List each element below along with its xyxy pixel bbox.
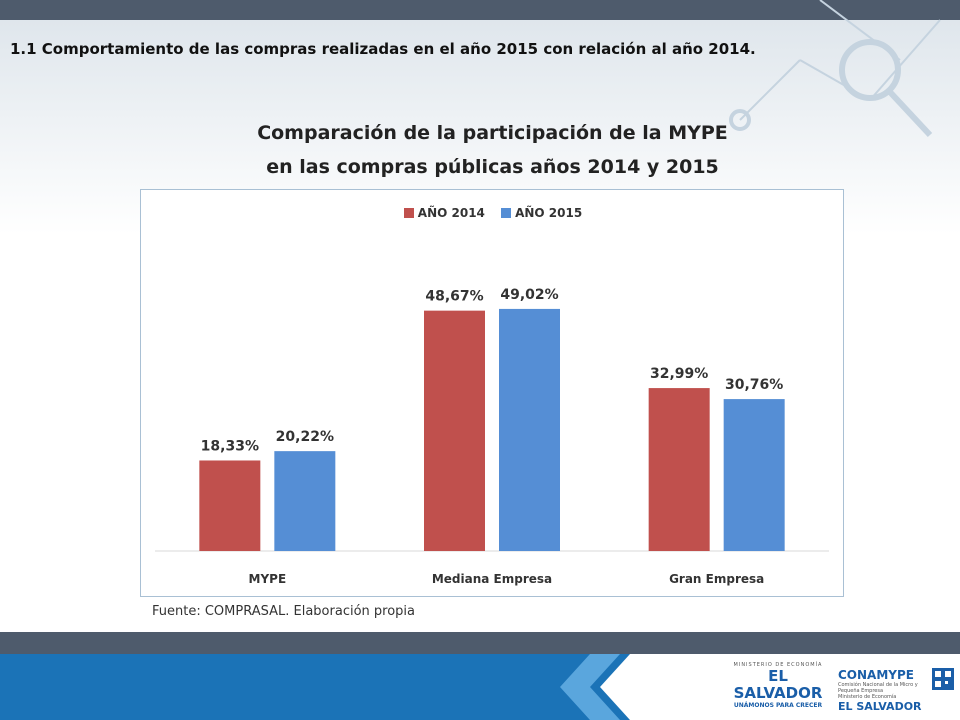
slide-heading: 1.1 Comportamiento de las compras realiz… xyxy=(10,40,756,58)
legend-swatch-2014 xyxy=(403,208,414,218)
data-label-mediana-empresa-a-o-2014: 48,67% xyxy=(425,289,483,305)
data-label-mype-a-o-2015: 20,22% xyxy=(276,429,334,445)
data-label-gran-empresa-a-o-2014: 32,99% xyxy=(650,366,708,382)
chevron-decoration-icon xyxy=(560,654,700,720)
bar-mediana-empresa-a-o-2014 xyxy=(424,310,485,551)
legend-item-2015: AÑO 2015 xyxy=(501,206,582,220)
source-note: Fuente: COMPRASAL. Elaboración propia xyxy=(152,604,415,619)
conamype-logo: CONAMYPE Comisión Nacional de la Micro y… xyxy=(838,668,938,713)
chart-legend: AÑO 2014 AÑO 2015 xyxy=(141,206,845,221)
el-salvador-logo: MINISTERIO DE ECONOMÍA EL SALVADOR UNÁMO… xyxy=(722,662,834,709)
legend-label-2015: AÑO 2015 xyxy=(515,206,583,220)
x-tick-label-gran-empresa: Gran Empresa xyxy=(669,572,764,586)
magnifier-decoration-icon xyxy=(729,0,941,138)
el-salvador-logo-name: EL SALVADOR xyxy=(733,667,823,702)
conamype-logo-name: CONAMYPE xyxy=(838,668,914,682)
data-label-mype-a-o-2014: 18,33% xyxy=(201,438,259,454)
bar-chart-svg: 18,33% 20,22% MYPE 48,67% 49,02% Mediana Empr… xyxy=(155,287,829,586)
legend-swatch-2015 xyxy=(501,208,512,218)
bar-mype-a-o-2015 xyxy=(274,451,336,551)
x-tick-label-mediana-empresa: Mediana Empresa xyxy=(432,572,552,586)
conamype-logo-ministry: Ministerio de Economía xyxy=(838,694,897,700)
conamype-logo-sub: Comisión Nacional de la Micro y Pequeña … xyxy=(838,682,918,694)
conamype-logo-country: EL SALVADOR xyxy=(838,700,922,713)
el-salvador-logo-ministry: MINISTERIO DE ECONOMÍA xyxy=(733,662,823,668)
conamype-emblem-icon xyxy=(932,668,954,690)
chart-plot-area: AÑO 2014 AÑO 2015 18,33% 20,22% MYPE 48,67%… xyxy=(140,189,844,597)
chart-title-line-2: en las compras públicas años 2014 y 2015 xyxy=(266,156,719,178)
bar-mype-a-o-2014 xyxy=(199,460,261,551)
top-bar xyxy=(0,0,960,20)
legend-label-2014: AÑO 2014 xyxy=(417,206,485,220)
bottom-strip xyxy=(0,632,960,654)
chart-title: Comparación de la participación de la MY… xyxy=(140,116,845,184)
el-salvador-logo-tagline: UNÁMONOS PARA CRECER xyxy=(733,702,823,709)
bar-gran-empresa-a-o-2015 xyxy=(723,399,785,551)
bar-mediana-empresa-a-o-2015 xyxy=(499,308,560,551)
data-label-mediana-empresa-a-o-2015: 49,02% xyxy=(500,287,558,303)
legend-item-2014: AÑO 2014 xyxy=(403,206,485,220)
chart-title-line-1: Comparación de la participación de la MY… xyxy=(257,122,728,144)
logo-panel: MINISTERIO DE ECONOMÍA EL SALVADOR UNÁMO… xyxy=(700,654,960,720)
bar-gran-empresa-a-o-2014 xyxy=(648,388,710,551)
data-label-gran-empresa-a-o-2015: 30,76% xyxy=(725,377,783,393)
x-tick-label-mype: MYPE xyxy=(249,572,287,586)
